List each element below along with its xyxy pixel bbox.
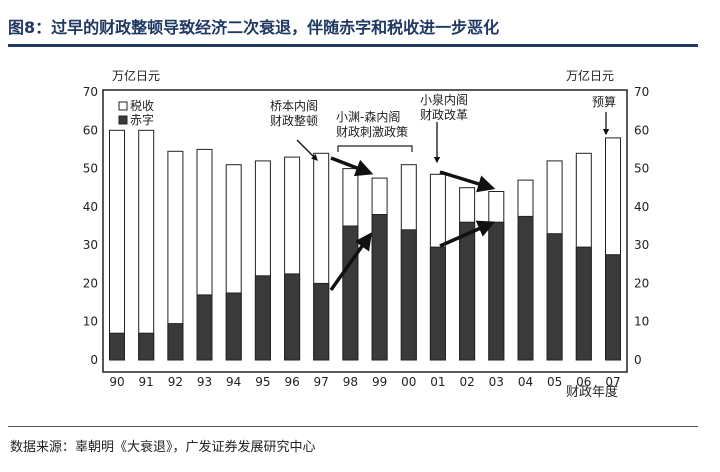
y-tick-left-20: 20 (83, 276, 98, 290)
legend-label-deficit: 赤字 (130, 112, 154, 127)
x-tick-label-02: 02 (459, 375, 474, 389)
bar-deficit-99 (371, 214, 388, 361)
bar-deficit-90 (109, 332, 125, 361)
x-tick-label-05: 05 (547, 375, 562, 389)
x-tick-label-97: 97 (314, 375, 329, 389)
bar-deficit-94 (225, 292, 242, 361)
arrow-hashimoto (296, 139, 318, 161)
bar-deficit-93 (196, 294, 213, 361)
annotation-obuchi: 小渊-森内阁 财政刺激政策 (336, 109, 408, 139)
x-tick-label-06: 06 (576, 375, 591, 389)
y-tick-left-0: 0 (90, 353, 98, 367)
x-tick-label-07: 07 (605, 375, 620, 389)
y-tick-left-60: 60 (83, 123, 98, 137)
legend-label-tax: 税收 (130, 99, 154, 113)
y-tick-left-50: 50 (83, 162, 98, 176)
y-tick-left-10: 10 (83, 315, 98, 329)
annotation-hashimoto-line2: 财政整顿 (270, 113, 318, 128)
x-axis-label: 财政年度 (566, 384, 618, 400)
y-tick-right-20: 20 (634, 276, 649, 290)
annotations: 桥本内阁 财政整顿 小渊-森内阁 财政刺激政策 小泉内阁 财政改革 预算 (270, 93, 616, 292)
annotation-hashimoto: 桥本内阁 财政整顿 (270, 99, 322, 128)
bar-tax-91 (138, 129, 155, 361)
x-tick-label-91: 91 (139, 375, 154, 389)
y-tick-left-30: 30 (83, 238, 98, 252)
annotation-koizumi-line2: 财政改革 (420, 108, 468, 122)
x-tick-label-93: 93 (197, 375, 212, 389)
x-tick-label-96: 96 (284, 375, 299, 389)
legend: 税收 赤字 (118, 99, 154, 127)
x-tick-label-03: 03 (489, 375, 504, 389)
x-tick-label-94: 94 (226, 375, 241, 389)
bar-deficit-98 (342, 225, 359, 361)
y-tick-right-10: 10 (634, 315, 649, 329)
x-tick-label-98: 98 (343, 375, 358, 389)
annotation-obuchi-line2: 财政刺激政策 (336, 125, 408, 139)
y-tick-left-40: 40 (83, 200, 98, 214)
bar-deficit-91 (138, 332, 155, 361)
bar-deficit-04 (517, 215, 534, 361)
footer-rule (8, 426, 698, 427)
bar-deficit-01 (429, 246, 446, 361)
y-tick-right-30: 30 (634, 238, 649, 252)
plot-frame (102, 89, 628, 373)
bars-layer (109, 129, 621, 361)
y-axis-label-left: 万亿日元 (112, 68, 160, 83)
x-tick-label-95: 95 (255, 375, 270, 389)
y-tick-right-0: 0 (634, 353, 642, 367)
x-tick-label-00: 00 (401, 375, 416, 389)
y-axis-label-right: 万亿日元 (566, 68, 614, 83)
annotation-obuchi-line1: 小渊-森内阁 (336, 109, 400, 124)
title-underline (8, 44, 698, 47)
x-tick-label-01: 01 (430, 375, 445, 389)
page-title: 图8：过早的财政整顿导致经济二次衰退，伴随赤字和税收进一步恶化 (8, 18, 500, 37)
trend-arrow-tax-2 (439, 170, 496, 193)
bar-deficit-96 (284, 273, 301, 361)
annotation-koizumi: 小泉内阁 财政改革 (420, 93, 472, 122)
y-tick-right-60: 60 (634, 123, 649, 137)
bar-tax-90 (109, 129, 125, 361)
source-note: 数据来源：辜朝明《大衰退》，广发证券发展研究中心 (10, 440, 316, 455)
annotation-koizumi-line1: 小泉内阁 (420, 93, 468, 107)
y-tick-right-40: 40 (634, 200, 649, 214)
trend-arrow-deficit-2 (439, 220, 496, 248)
bar-deficit-03 (488, 221, 505, 361)
bar-deficit-06 (575, 246, 592, 361)
bar-chart: 90 91 92 93 94 95 96 97 98 99 00 01 02 03 04 05 06 070 010… (83, 68, 650, 400)
bar-deficit-00 (400, 229, 417, 361)
bar-deficit-97 (313, 282, 330, 361)
bracket-obuchi (337, 145, 413, 152)
trend-arrow-deficit-1 (329, 232, 373, 292)
x-tick-label-99: 99 (372, 375, 387, 389)
axes-layer: 90 91 92 93 94 95 96 97 98 99 00 01 02 03 04 05 06 070 010… (83, 85, 650, 389)
x-tick-label-92: 92 (168, 375, 183, 389)
annotation-budget: 预算 (592, 94, 616, 109)
annotation-hashimoto-line1: 桥本内阁 (270, 99, 318, 113)
y-tick-right-70: 70 (634, 85, 649, 99)
bar-deficit-05 (546, 233, 563, 361)
y-tick-right-50: 50 (634, 162, 649, 176)
x-tick-label-04: 04 (518, 375, 533, 389)
trend-arrow-tax-1 (330, 156, 374, 177)
bar-deficit-95 (254, 275, 271, 361)
legend-swatch-deficit (118, 115, 128, 125)
legend-swatch-tax (118, 101, 128, 111)
x-tick-label-90: 90 (109, 375, 124, 389)
bar-deficit-07 (605, 254, 621, 361)
bar-deficit-02 (459, 221, 476, 361)
bar-deficit-92 (167, 323, 184, 361)
y-tick-left-70: 70 (83, 85, 98, 99)
